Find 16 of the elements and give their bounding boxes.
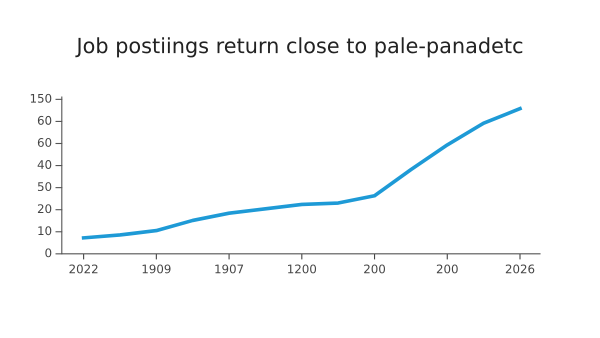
- x-tick-label: 200: [436, 264, 458, 274]
- text: 40: [38, 160, 52, 169]
- x-tick-label: 1907: [215, 264, 244, 274]
- x-tick-label: 1200: [288, 264, 316, 274]
- text: 60: [38, 116, 52, 125]
- text: 50: [38, 182, 52, 192]
- text: 60: [38, 138, 52, 147]
- text: 10: [38, 226, 52, 236]
- text: 20: [38, 204, 52, 214]
- x-tick-label: 200: [364, 264, 386, 274]
- text: 0: [45, 248, 52, 258]
- x-tick-label: 1909: [142, 264, 171, 274]
- x-tick-label: 2026: [506, 264, 534, 274]
- x-tick-label: 2022: [69, 264, 98, 274]
- chart-title: Job postiings return close to pale-panadetc: [75, 37, 522, 58]
- text: 150: [30, 94, 52, 103]
